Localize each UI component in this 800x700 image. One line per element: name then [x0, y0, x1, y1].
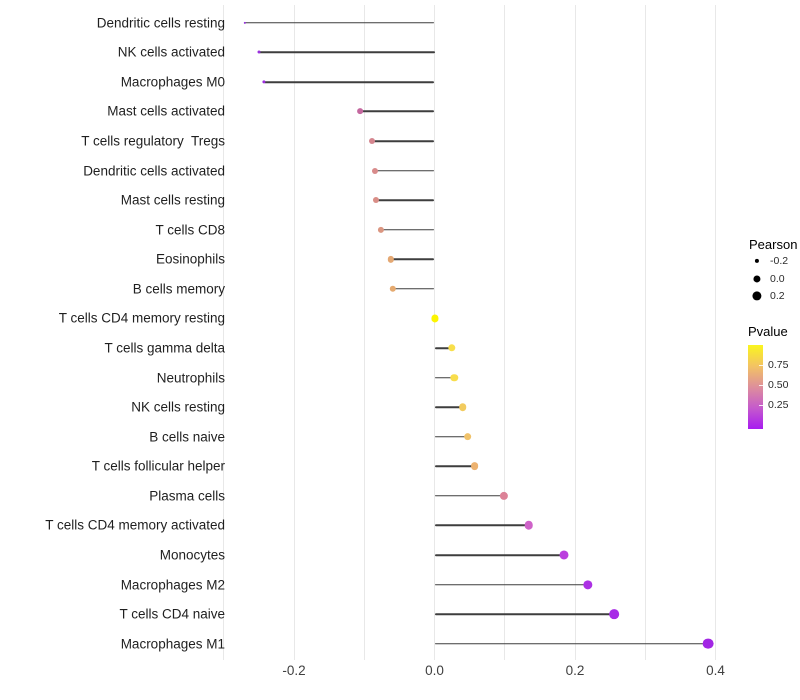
gridline-x--0.2 [293, 5, 295, 660]
lollipop-dot [257, 50, 261, 54]
lollipop-stem [434, 642, 709, 645]
y-axis-label: Dendritic cells activated [83, 163, 225, 179]
lollipop-stem [434, 347, 453, 349]
y-axis-label: Macrophages M2 [120, 577, 225, 593]
y-axis-label: Plasma cells [149, 488, 225, 504]
y-axis-label: Macrophages M0 [120, 74, 225, 90]
color-legend-title: Pvalue [748, 324, 788, 339]
lollipop-stem [258, 51, 435, 54]
y-axis-label: Dendritic cells resting [96, 15, 225, 31]
y-axis-label: T cells CD4 memory resting [58, 310, 225, 326]
gridline-x-0.1 [504, 5, 506, 660]
lollipop-stem [263, 81, 435, 83]
lollipop-dot [373, 197, 380, 204]
y-axis-label: Mast cells activated [107, 103, 225, 119]
gridline-x--0.1 [363, 5, 365, 660]
lollipop-dot [450, 373, 458, 382]
gridline-x-0.3 [644, 5, 646, 660]
lollipop-dot [430, 314, 439, 322]
y-axis-label: T cells gamma delta [104, 340, 225, 356]
pvalue-legend-label: 0.25 [768, 399, 789, 411]
pvalue-bar-tick [759, 385, 763, 386]
y-axis-label: T cells follicular helper [91, 458, 225, 474]
y-axis-label: B cells naive [149, 429, 225, 445]
pvalue-legend-label: 0.75 [768, 359, 789, 371]
lollipop-dot [262, 80, 266, 84]
size-legend-label: 0.2 [770, 289, 785, 302]
x-tick-label--0.2: -0.2 [282, 663, 306, 678]
y-axis-label: T cells CD4 naive [119, 606, 225, 622]
y-axis-label: Mast cells resting [120, 192, 225, 208]
pvalue-bar-tick [759, 365, 763, 366]
size-legend-title: Pearson [749, 237, 798, 252]
gridline-x-0 [434, 5, 435, 660]
y-axis-label: T cells CD8 [155, 222, 225, 238]
lollipop-dot [378, 226, 385, 233]
lollipop-dot [524, 521, 533, 530]
y-axis-label: Neutrophils [156, 370, 225, 386]
size-legend-dot [754, 259, 760, 264]
y-axis-label: NK cells resting [131, 399, 225, 415]
x-tick-label-0.2: 0.2 [565, 663, 585, 678]
y-axis-label: T cells CD4 memory activated [45, 517, 225, 533]
gridline-x--0.3 [223, 5, 225, 660]
lollipop-stem [381, 228, 435, 231]
lollipop-dot [243, 21, 246, 24]
lollipop-dot [387, 256, 395, 263]
y-axis-label: NK cells activated [117, 44, 225, 60]
lollipop-stem [434, 406, 463, 408]
lollipop-stem [434, 495, 505, 497]
size-legend-label: -0.2 [770, 255, 789, 268]
lollipop-dot [582, 579, 593, 590]
lollipop-dot [703, 638, 714, 650]
x-tick-label-0.4: 0.4 [706, 663, 725, 678]
lollipop-dot [389, 285, 397, 293]
lollipop-stem [360, 110, 435, 113]
gridline-x-0.4 [715, 5, 716, 660]
lollipop-stem [434, 376, 455, 379]
lollipop-stem [434, 613, 615, 615]
x-tick-label-0.0: 0.0 [425, 663, 444, 678]
y-axis-label: Eosinophils [155, 251, 225, 267]
lollipop-dot [499, 491, 509, 500]
lollipop-stem [371, 140, 435, 142]
lollipop-dot [470, 462, 479, 471]
gridline-x-0.2 [574, 5, 576, 660]
y-axis-label: B cells memory [132, 281, 225, 297]
lollipop-stem [434, 524, 529, 527]
pvalue-bar-tick [759, 405, 763, 406]
lollipop-stem [434, 583, 588, 586]
lollipop-dot [559, 550, 569, 560]
lollipop-dot [371, 167, 378, 174]
lollipop-stem [434, 465, 475, 468]
lollipop-stem [434, 554, 565, 556]
size-legend-dot [753, 275, 761, 283]
lollipop-dot [357, 108, 363, 115]
lollipop-dot [463, 432, 472, 441]
y-axis-label: Macrophages M1 [120, 636, 225, 652]
lollipop-stem [434, 435, 468, 438]
lollipop-dot [458, 403, 467, 411]
lollipop-stem [376, 199, 435, 201]
lollipop-dot [368, 138, 375, 145]
size-legend-dot [752, 291, 762, 301]
lollipop-stem [393, 288, 435, 290]
lollipop-dot [448, 344, 456, 352]
y-axis-label: T cells regulatory Tregs [81, 133, 225, 149]
lollipop-dot [609, 609, 620, 619]
pvalue-legend-label: 0.50 [768, 379, 789, 391]
lollipop-stem [374, 169, 435, 172]
pvalue-gradient-bar [748, 345, 763, 429]
lollipop-stem [390, 258, 435, 261]
y-axis-label: Monocytes [159, 547, 225, 563]
size-legend-label: 0.0 [770, 272, 785, 285]
lollipop-stem [244, 22, 435, 24]
